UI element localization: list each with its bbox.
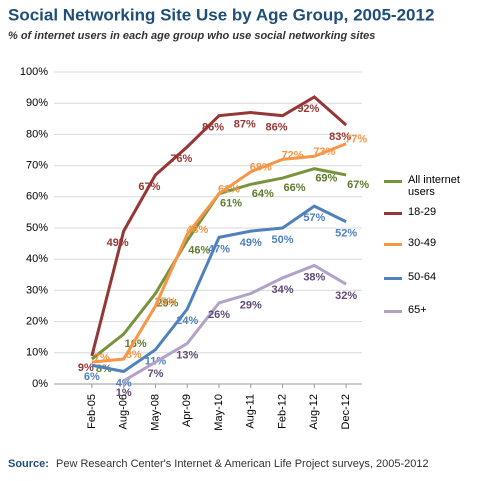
y-tick-label: 60% <box>26 191 48 203</box>
data-label: 57% <box>303 212 325 224</box>
data-label: 1% <box>116 387 132 399</box>
data-label: 4% <box>116 377 132 389</box>
data-label: 47% <box>208 243 230 255</box>
data-label: 6% <box>84 371 100 383</box>
y-tick-label: 50% <box>26 222 48 234</box>
data-label: 13% <box>176 349 198 361</box>
y-tick-label: 20% <box>26 316 48 328</box>
legend-label: All internet users <box>408 174 460 198</box>
legend-entry: 50-64 <box>384 271 474 283</box>
data-label: 46% <box>188 244 210 256</box>
data-label: 7% <box>94 352 110 364</box>
data-label: 26% <box>208 309 230 321</box>
y-tick-label: 0% <box>32 378 48 390</box>
x-tick-label: Feb-12 <box>276 394 288 429</box>
x-tick-label: Aug-06 <box>118 394 130 429</box>
x-tick-label: May-10 <box>213 394 225 431</box>
data-label: 61% <box>220 198 242 210</box>
data-label: 68% <box>250 162 272 174</box>
series-line <box>91 204 347 374</box>
legend-swatch <box>384 180 402 183</box>
x-tick-label: Feb-05 <box>86 394 98 429</box>
series-line <box>91 142 347 364</box>
data-label: 9% <box>78 362 94 374</box>
x-tick-label: Aug-12 <box>308 394 320 429</box>
data-label: 61% <box>218 184 240 196</box>
x-tick-label: Aug-11 <box>245 394 257 429</box>
data-label: 32% <box>335 290 357 302</box>
data-label: 64% <box>252 188 274 200</box>
source-label: Source: <box>8 458 49 470</box>
chart-subtitle: % of internet users in each age group wh… <box>8 30 375 42</box>
data-label: 24% <box>176 315 198 327</box>
x-tick-label: May-08 <box>149 394 161 431</box>
data-label: 38% <box>303 271 325 283</box>
legend-label: 18-29 <box>408 206 437 218</box>
data-label: 76% <box>170 153 192 165</box>
legend-swatch <box>384 212 402 215</box>
source: Pew Research Center's Internet & America… <box>56 458 429 470</box>
data-label: 69% <box>315 173 337 185</box>
data-label: 67% <box>138 181 160 193</box>
data-label: 67% <box>347 179 369 191</box>
y-tick-label: 30% <box>26 284 48 296</box>
y-tick-label: 90% <box>26 97 48 109</box>
legend-label: 65+ <box>408 304 427 316</box>
chart-title: Social Networking Site Use by Age Group,… <box>8 5 434 24</box>
y-tick-label: 80% <box>26 128 48 140</box>
data-label: 66% <box>284 182 306 194</box>
data-label: 29% <box>156 297 178 309</box>
data-label: 77% <box>345 134 367 146</box>
data-label: 49% <box>240 237 262 249</box>
data-label: 8% <box>126 349 142 361</box>
legend-swatch <box>384 277 402 280</box>
data-label: 72% <box>282 149 304 161</box>
series-line <box>122 263 347 383</box>
data-label: 52% <box>335 228 357 240</box>
data-label: 48% <box>186 224 208 236</box>
data-label: 86% <box>266 122 288 134</box>
legend-entry: All internet users <box>384 174 474 198</box>
x-tick-label: Apr-09 <box>181 394 193 427</box>
legend-entry: 30-49 <box>384 237 474 249</box>
data-label: 86% <box>202 122 224 134</box>
data-label: 29% <box>240 299 262 311</box>
legend-swatch <box>384 310 402 313</box>
legend-swatch <box>384 243 402 246</box>
legend-label: 30-49 <box>408 237 437 249</box>
data-label: 92% <box>297 103 319 115</box>
y-tick-label: 70% <box>26 160 48 172</box>
data-label: 73% <box>313 146 335 158</box>
y-tick-label: 10% <box>26 347 48 359</box>
data-label: 87% <box>234 118 256 130</box>
series-line <box>90 95 348 357</box>
legend-entry: 18-29 <box>384 206 474 218</box>
data-label: 83% <box>329 131 351 143</box>
x-tick-label: Dec-12 <box>340 394 352 429</box>
data-label: 50% <box>272 234 294 246</box>
data-label: 7% <box>147 368 163 380</box>
data-label: 34% <box>272 284 294 296</box>
data-label: 49% <box>107 237 129 249</box>
y-tick-label: 40% <box>26 253 48 265</box>
data-label: 25% <box>154 296 176 308</box>
legend-label: 50-64 <box>408 271 437 283</box>
legend-entry: 65+ <box>384 304 474 316</box>
y-tick-label: 100% <box>20 66 48 78</box>
